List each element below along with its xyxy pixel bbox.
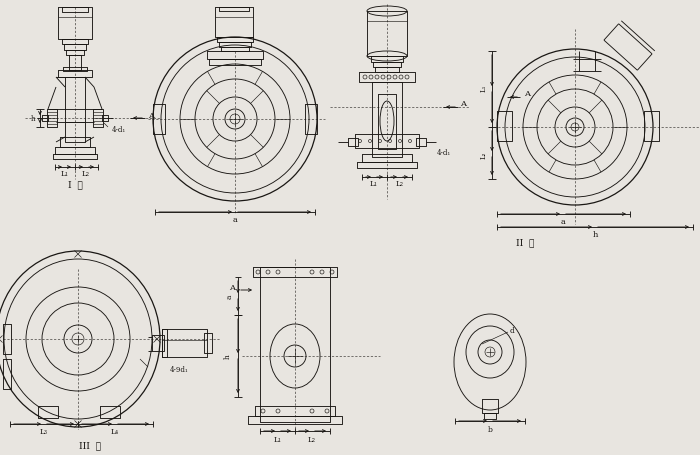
- Text: A: A: [229, 283, 235, 291]
- Text: L₂: L₂: [308, 435, 316, 443]
- Text: h: h: [31, 115, 35, 123]
- Text: I  型: I 型: [68, 180, 83, 189]
- Text: L₂: L₂: [396, 180, 404, 187]
- Text: h: h: [224, 354, 232, 359]
- Text: A: A: [524, 90, 530, 98]
- Text: 4-d₁: 4-d₁: [112, 126, 126, 134]
- Text: a: a: [232, 216, 237, 223]
- Text: L₂: L₂: [480, 151, 488, 158]
- Text: A: A: [148, 112, 154, 120]
- Text: L₃: L₃: [40, 427, 48, 435]
- Text: L₁: L₁: [480, 84, 488, 91]
- Text: II  型: II 型: [516, 238, 534, 247]
- Text: 4-9d₁: 4-9d₁: [170, 365, 189, 373]
- Text: L₁: L₁: [61, 170, 69, 177]
- Text: a: a: [561, 217, 566, 226]
- Text: L₄: L₄: [111, 427, 119, 435]
- Text: a: a: [226, 294, 234, 298]
- Text: L₁: L₁: [274, 435, 282, 443]
- Text: 4-d₁: 4-d₁: [437, 149, 452, 157]
- Text: L₁: L₁: [370, 180, 378, 187]
- Text: d: d: [510, 326, 514, 334]
- Text: A: A: [460, 100, 466, 108]
- Text: b: b: [488, 425, 492, 433]
- Text: h: h: [592, 231, 598, 238]
- Text: L₂: L₂: [82, 170, 90, 177]
- Text: III  型: III 型: [79, 440, 101, 450]
